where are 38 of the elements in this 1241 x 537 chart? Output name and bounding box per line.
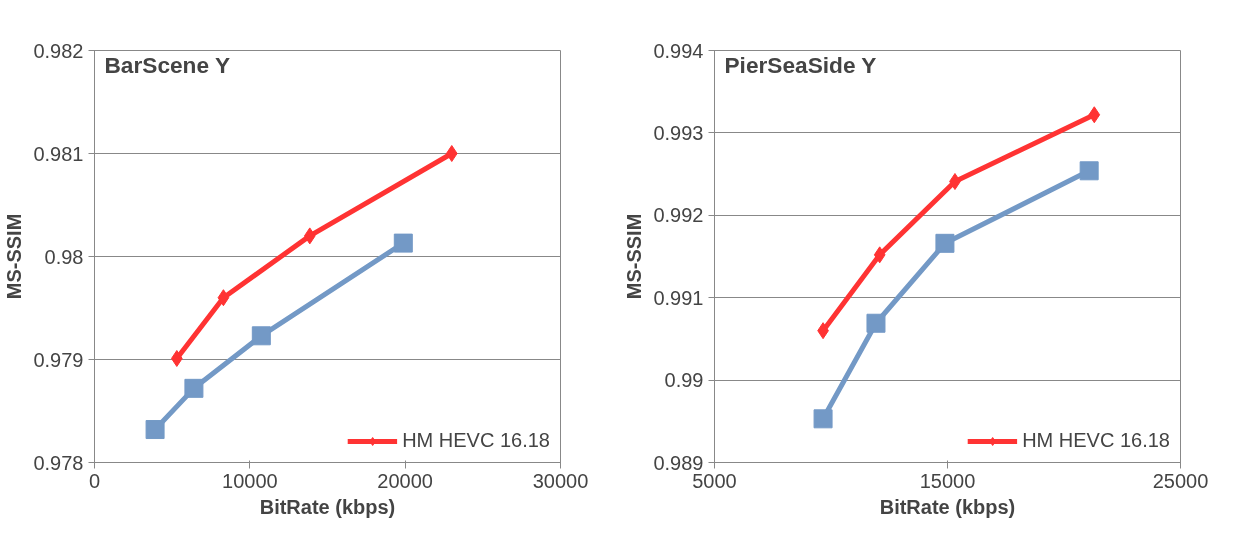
x-tick-label: 25000 <box>1152 469 1209 492</box>
x-axis-title: BitRate (kbps) <box>879 495 1016 518</box>
point <box>251 326 271 346</box>
x-tick-label: 30000 <box>532 469 589 492</box>
x-tick-label: 20000 <box>377 469 433 492</box>
legend-label: HM HEVC 16.18 <box>402 429 550 452</box>
point <box>170 349 183 367</box>
y-tick-label: 0.978 <box>33 451 84 474</box>
x-tick-label: 15000 <box>919 469 976 492</box>
point <box>813 409 833 429</box>
point <box>445 145 458 162</box>
y-tick-label: 0.991 <box>653 286 704 309</box>
y-tick-label: 0.981 <box>33 142 84 165</box>
point <box>935 233 955 253</box>
point <box>184 378 204 398</box>
y-axis-title: MS-SSIM <box>623 213 646 300</box>
point <box>873 246 886 264</box>
y-tick-label: 0.979 <box>33 348 84 371</box>
point <box>1079 161 1099 181</box>
chart-title: BarScene Y <box>104 51 231 78</box>
y-tick-label: 0.992 <box>653 204 704 227</box>
point <box>866 313 886 333</box>
y-tick-label: 0.982 <box>33 39 84 62</box>
x-axis-title: BitRate (kbps) <box>259 495 396 518</box>
point <box>303 227 316 245</box>
legend-label: HM HEVC 16.18 <box>1022 429 1170 452</box>
y-axis-title: MS-SSIM <box>3 213 26 300</box>
chart-title: PierSeaSide Y <box>724 51 877 78</box>
x-tick-label: 10000 <box>222 469 278 492</box>
y-tick-label: 0.994 <box>653 39 704 62</box>
point <box>393 233 413 253</box>
y-tick-label: 0.99 <box>664 369 704 392</box>
y-tick-label: 0.993 <box>653 121 704 144</box>
point <box>1088 106 1101 124</box>
point <box>217 289 230 307</box>
x-tick-label: 0 <box>88 469 101 492</box>
y-tick-label: 0.98 <box>44 245 84 268</box>
point <box>145 420 165 440</box>
